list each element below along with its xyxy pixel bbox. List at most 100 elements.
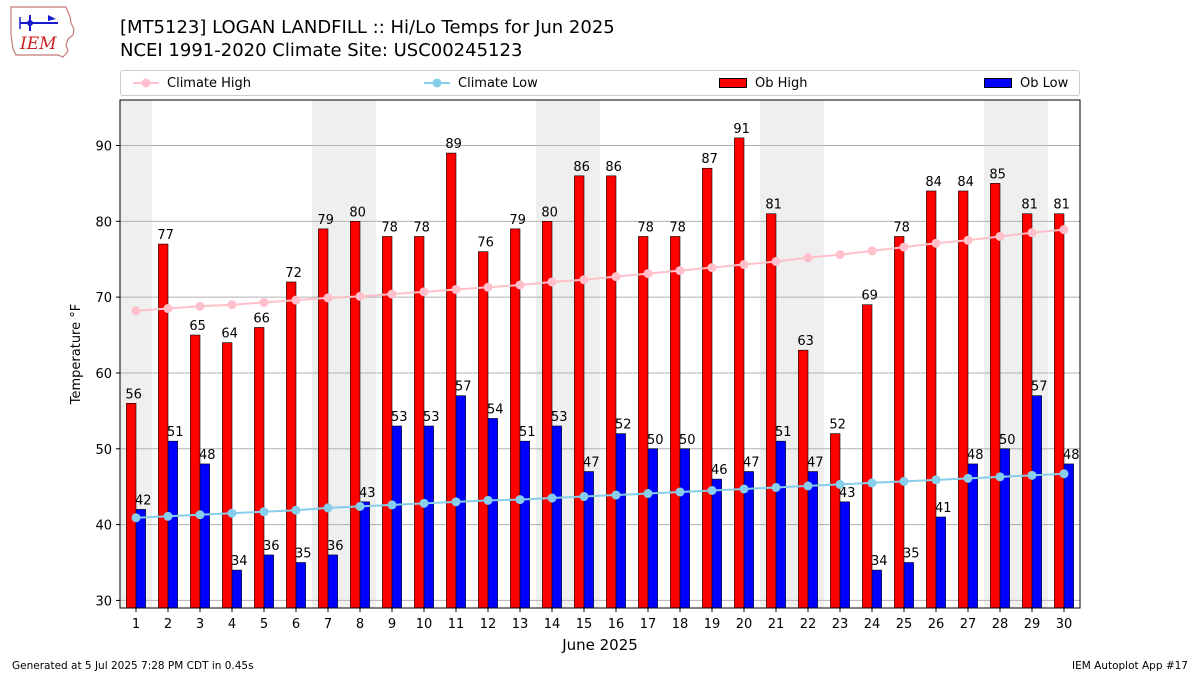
climate-high-point: [547, 277, 557, 287]
ob-low-label: 50: [679, 433, 696, 448]
legend-line-marker-icon: [424, 78, 450, 88]
ob-high-label: 81: [765, 198, 782, 213]
x-tick-label: 18: [672, 617, 689, 632]
ob-high-bar: [254, 327, 265, 609]
ob-low-bar: [871, 569, 882, 609]
ob-low-label: 43: [839, 486, 856, 501]
climate-high-point: [355, 291, 365, 301]
climate-high-line: [135, 228, 1065, 312]
ob-high-label: 63: [797, 334, 814, 349]
ob-low-label: 47: [743, 456, 760, 471]
climate-low-point: [355, 501, 365, 511]
y-axis-label: Temperature °F: [69, 304, 84, 405]
ob-low-label: 53: [391, 410, 408, 425]
ob-low-label: 41: [935, 501, 952, 516]
climate-low-point: [995, 472, 1005, 482]
ob-high-bar: [350, 221, 361, 609]
climate-low-point: [803, 481, 813, 491]
ob-high-label: 81: [1021, 198, 1038, 213]
climate-high-point: [419, 287, 429, 297]
ob-low-label: 52: [615, 418, 632, 433]
y-tick-label: 90: [95, 139, 112, 154]
climate-high-point: [323, 293, 333, 303]
ob-high-label: 78: [669, 220, 686, 235]
x-tick-label: 12: [480, 617, 497, 632]
ob-low-label: 51: [519, 425, 536, 440]
legend-item-climate-low: Climate Low: [424, 71, 538, 95]
climate-high-point: [387, 289, 397, 299]
ob-high-label: 84: [925, 175, 942, 190]
x-tick-label: 23: [832, 617, 849, 632]
ob-low-bar: [647, 448, 658, 609]
ob-high-bar: [926, 190, 937, 609]
x-tick-label: 6: [292, 617, 300, 632]
legend-label: Climate High: [167, 75, 252, 91]
ob-high-label: 76: [477, 236, 494, 251]
climate-low-point: [739, 484, 749, 494]
ob-low-bar: [615, 433, 626, 609]
ob-high-label: 78: [381, 220, 398, 235]
climate-low-point: [323, 503, 333, 513]
ob-low-bar: [487, 418, 498, 609]
ob-low-label: 51: [167, 425, 184, 440]
climate-low-point: [131, 513, 141, 523]
ob-high-bar: [190, 334, 201, 609]
climate-high-point: [163, 304, 173, 314]
ob-low-bar: [327, 554, 338, 609]
x-tick-label: 28: [992, 617, 1009, 632]
ob-low-label: 50: [999, 433, 1016, 448]
ob-low-bar: [519, 440, 530, 609]
ob-low-label: 35: [903, 547, 920, 562]
climate-high-point: [931, 238, 941, 248]
climate-high-point: [835, 250, 845, 260]
ob-high-label: 85: [989, 167, 1006, 182]
ob-low-label: 36: [327, 539, 344, 554]
ob-low-bar: [295, 562, 306, 609]
climate-low-point: [579, 492, 589, 502]
iem-logo: IEM: [10, 6, 75, 58]
y-tick-label: 60: [95, 367, 112, 382]
climate-low-point: [931, 475, 941, 485]
climate-high-point: [643, 269, 653, 279]
climate-low-point: [451, 497, 461, 507]
ob-low-label: 34: [871, 554, 888, 569]
climate-high-point: [515, 280, 525, 290]
climate-low-point: [195, 510, 205, 520]
ob-high-label: 66: [253, 311, 270, 326]
ob-high-label: 69: [861, 289, 878, 304]
climate-low-point: [867, 478, 877, 488]
climate-high-point: [483, 282, 493, 292]
ob-high-bar: [638, 236, 649, 609]
ob-high-bar: [830, 433, 841, 609]
ob-high-label: 89: [445, 137, 462, 152]
generated-footer: Generated at 5 Jul 2025 7:28 PM CDT in 0…: [12, 660, 254, 672]
x-axis-label: June 2025: [561, 636, 638, 654]
y-tick-label: 50: [95, 443, 112, 458]
x-tick-label: 26: [928, 617, 945, 632]
ob-low-label: 47: [807, 456, 824, 471]
ob-high-label: 65: [189, 319, 206, 334]
ob-high-label: 64: [221, 327, 238, 342]
x-tick-label: 11: [448, 617, 465, 632]
climate-high-point: [995, 231, 1005, 241]
ob-low-label: 57: [455, 380, 472, 395]
ob-low-bar: [775, 440, 786, 609]
y-tick-label: 70: [95, 291, 112, 306]
chart-legend: Climate High Climate Low Ob High Ob Low: [120, 70, 1080, 96]
legend-item-climate-high: Climate High: [133, 71, 251, 95]
plot-frame: [119, 99, 1081, 609]
ob-low-label: 36: [263, 539, 280, 554]
climate-low-point: [675, 487, 685, 497]
ob-low-label: 51: [775, 425, 792, 440]
ob-high-label: 72: [285, 266, 302, 281]
climate-low-point: [707, 485, 717, 495]
ob-low-bar: [391, 425, 402, 609]
y-tick-label: 30: [95, 594, 112, 609]
climate-low-point: [771, 482, 781, 492]
ob-low-label: 50: [647, 433, 664, 448]
ob-low-bar: [839, 501, 850, 609]
legend-bar-swatch-icon: [719, 78, 747, 88]
climate-high-point: [195, 301, 205, 311]
climate-low-point: [1027, 470, 1037, 480]
ob-high-label: 80: [541, 205, 558, 220]
